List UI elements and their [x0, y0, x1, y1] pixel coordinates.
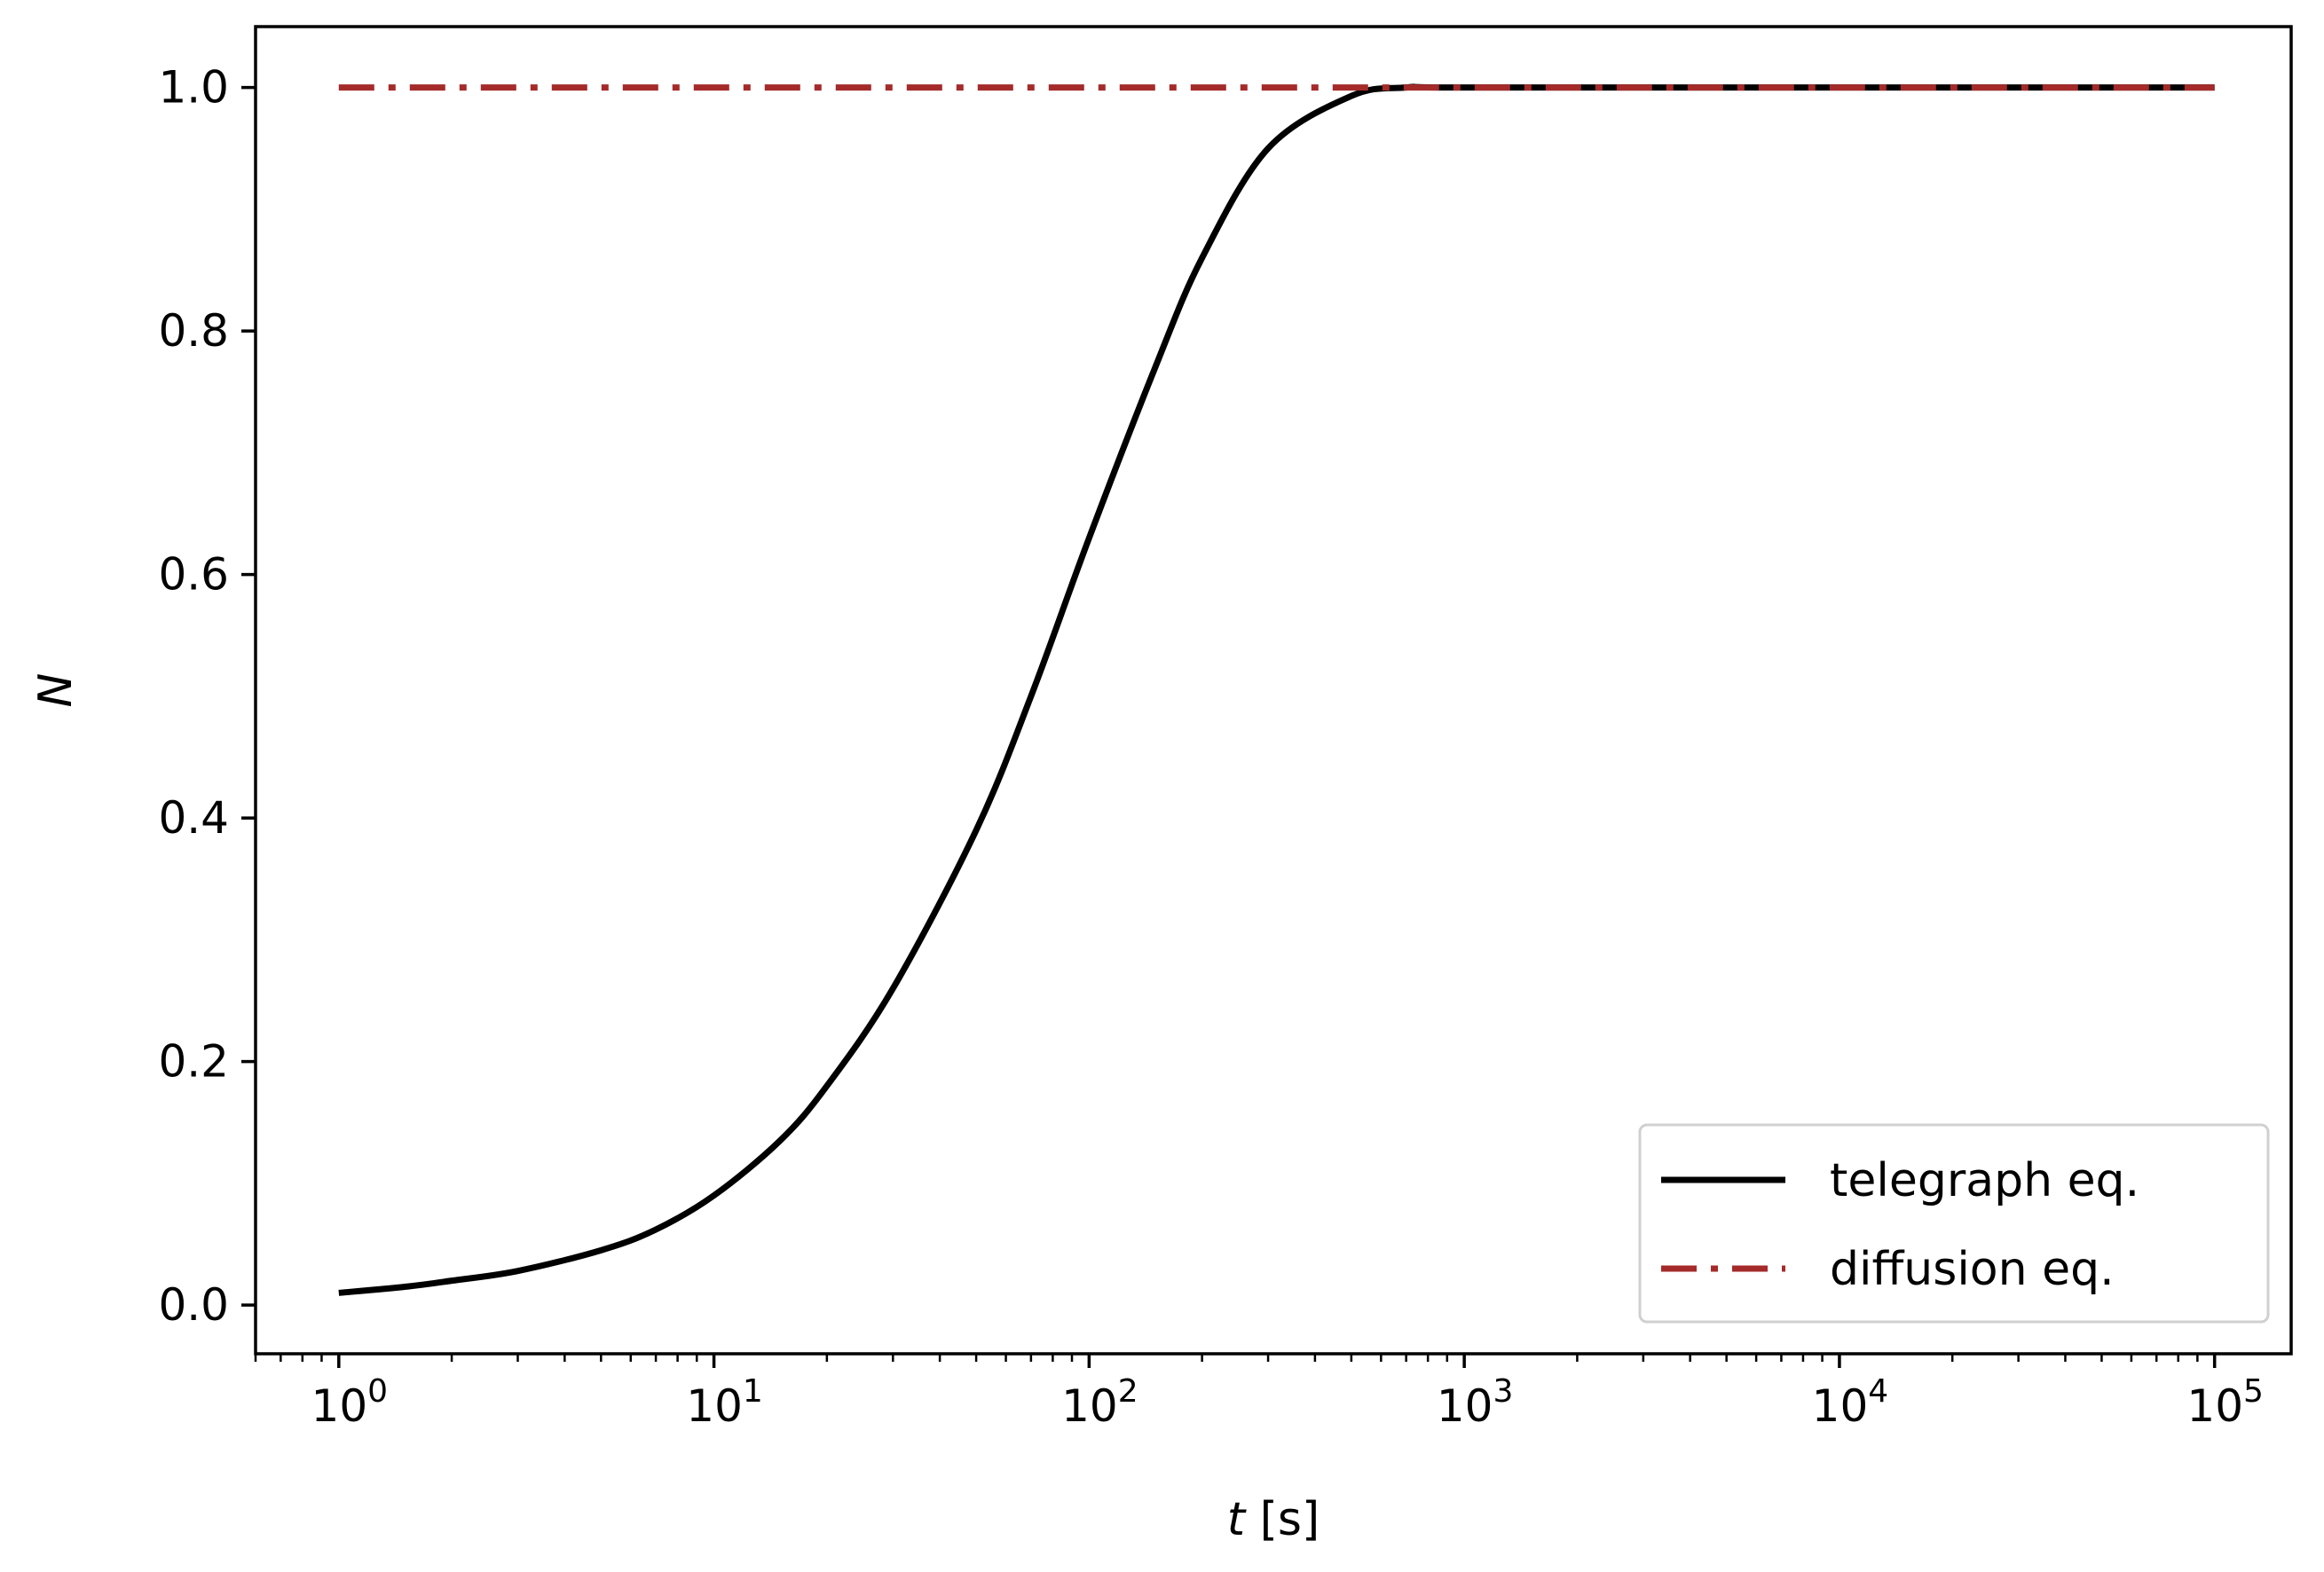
- y-tick-label: 0.0: [158, 1279, 229, 1331]
- y-tick-label: 0.8: [158, 305, 229, 357]
- axes-frame: [254, 25, 2293, 1356]
- legend-label: diffusion eq.: [1830, 1243, 2115, 1296]
- x-tick-label: 105: [2186, 1373, 2264, 1432]
- x-tick-label: 101: [686, 1373, 763, 1432]
- legend-label: telegraph eq.: [1830, 1154, 2139, 1207]
- legend-box: [1638, 1123, 2270, 1324]
- y-tick-label: 0.4: [158, 792, 229, 844]
- legend: telegraph eq. diffusion eq.: [1638, 1123, 2270, 1324]
- x-tick-label: 102: [1061, 1373, 1138, 1432]
- y-tick-label: 0.2: [158, 1036, 229, 1088]
- x-tick-label: 103: [1437, 1373, 1514, 1432]
- y-axis-label: N: [29, 673, 83, 708]
- plot-area: [338, 83, 2215, 1296]
- axes: 0.0 0.2 0.4 0.6 0.8 1.0 100 101 102 103 104 105 t [s…: [29, 25, 2293, 1546]
- x-tick-label: 100: [311, 1373, 389, 1432]
- x-axis-label: t [s]: [1227, 1493, 1320, 1546]
- x-tick-label: 104: [1812, 1373, 1889, 1432]
- series-line-telegraph: [338, 83, 2215, 1296]
- y-tick-label: 0.6: [158, 549, 229, 601]
- y-tick-label: 1.0: [158, 62, 229, 114]
